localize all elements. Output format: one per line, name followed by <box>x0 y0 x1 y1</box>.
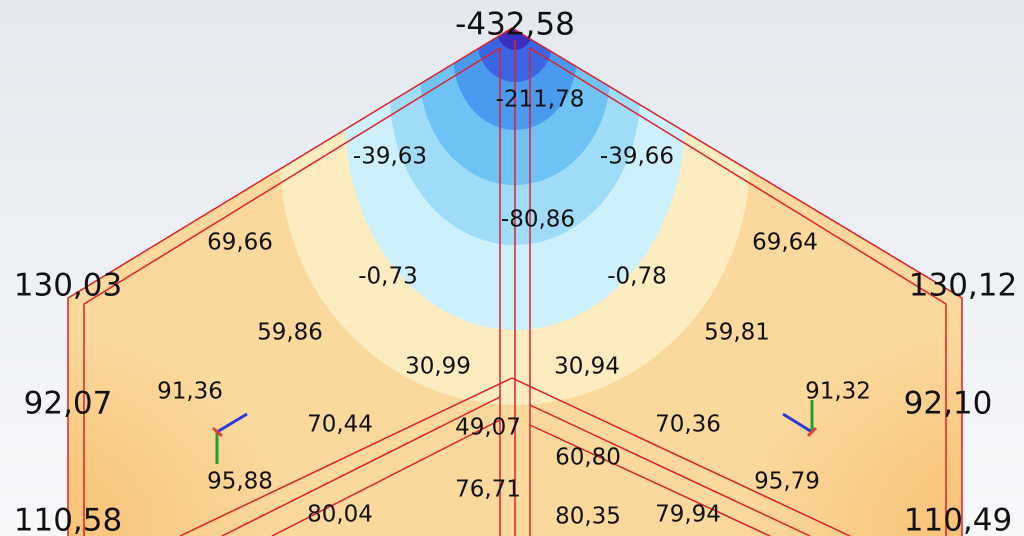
value-label: 59,86 <box>257 320 323 346</box>
value-label: -211,78 <box>496 87 585 113</box>
value-label: 91,32 <box>805 379 871 405</box>
value-label: 130,12 <box>909 268 1017 304</box>
value-label: 30,94 <box>554 354 620 380</box>
value-label: 80,04 <box>307 502 373 528</box>
value-label: 60,80 <box>555 445 621 471</box>
value-label: 79,94 <box>655 502 721 528</box>
value-label: 30,99 <box>405 354 471 380</box>
value-label: -80,86 <box>501 207 575 233</box>
value-label: 70,44 <box>307 412 373 438</box>
value-label: 130,03 <box>14 268 122 304</box>
value-label: 92,10 <box>904 386 993 422</box>
value-label: 95,88 <box>207 469 273 495</box>
value-label: 76,71 <box>455 477 521 503</box>
value-label: -39,63 <box>353 144 427 170</box>
value-label: 95,79 <box>754 469 820 495</box>
value-label: 80,35 <box>555 504 621 530</box>
value-label: 69,64 <box>752 230 818 256</box>
value-label: 110,58 <box>14 503 122 536</box>
value-label: -0,78 <box>607 264 667 290</box>
value-label: 92,07 <box>24 386 113 422</box>
value-label: -0,73 <box>358 264 418 290</box>
value-label: -432,58 <box>455 7 575 43</box>
value-label: 91,36 <box>157 379 223 405</box>
axis-icon <box>212 400 818 464</box>
value-label: -39,66 <box>600 144 674 170</box>
value-label: 59,81 <box>704 320 770 346</box>
value-label: 70,36 <box>655 412 721 438</box>
value-label: 110,49 <box>904 503 1012 536</box>
mesh-lines <box>67 27 963 536</box>
value-labels: -432,58 -211,78 -39,63 -39,66 -80,86 69,66 69,… <box>14 7 1017 536</box>
value-label: 49,07 <box>455 415 521 441</box>
value-label: 69,66 <box>207 230 273 256</box>
